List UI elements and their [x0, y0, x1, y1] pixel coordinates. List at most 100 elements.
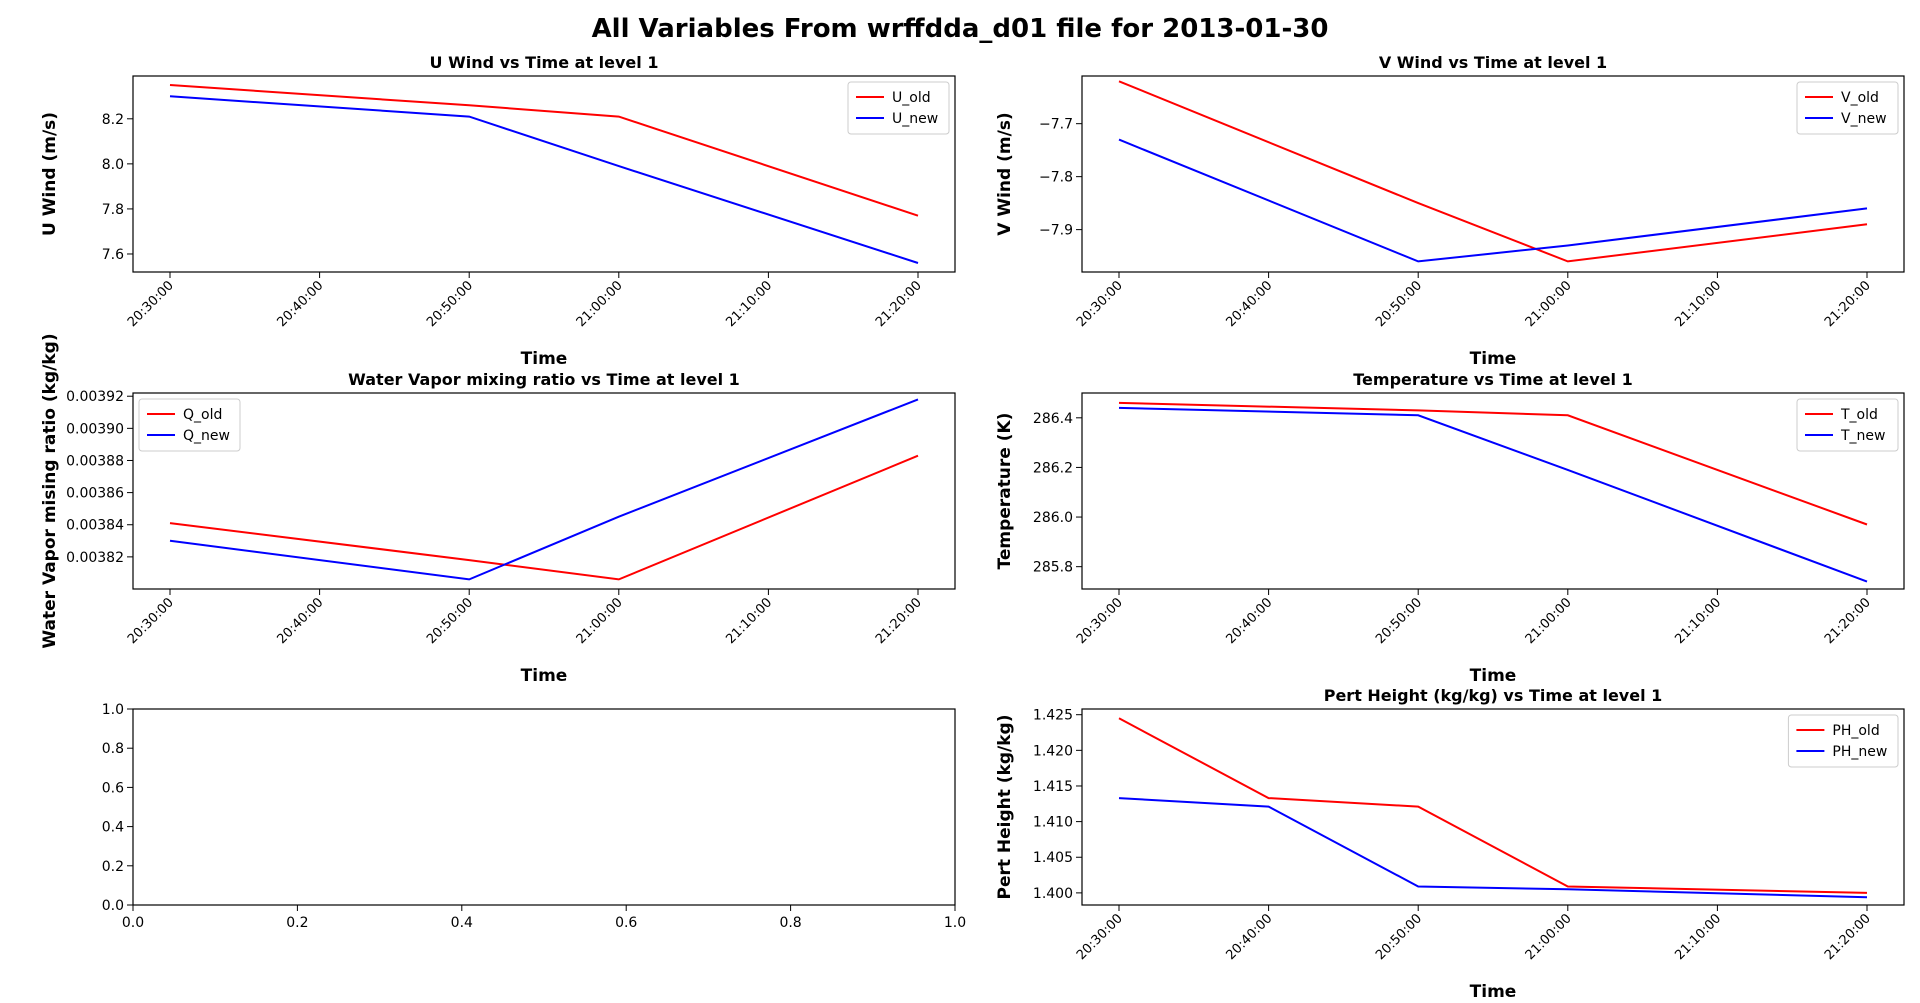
x-tick-label: 0.8: [779, 915, 801, 931]
y-tick-label: 0.0: [102, 898, 124, 914]
x-axis-label: Time: [1470, 349, 1517, 369]
x-tick-label: 21:10:00: [1672, 595, 1724, 647]
x-tick-label: 0.6: [615, 915, 637, 931]
y-tick-label: 0.00386: [66, 486, 124, 502]
y-tick-label: 0.8: [102, 741, 124, 757]
subplot-title: Temperature vs Time at level 1: [1353, 370, 1633, 389]
x-tick-label: 20:40:00: [275, 278, 327, 330]
x-tick-label: 21:20:00: [1822, 278, 1874, 330]
x-axis-label: Time: [1470, 982, 1517, 1002]
x-tick-label: 21:20:00: [873, 595, 925, 647]
x-tick-label: 20:30:00: [125, 595, 177, 647]
legend-label-u-new: U_new: [892, 111, 938, 127]
y-tick-label: 285.8: [1033, 560, 1073, 576]
series-line-v-new: [1118, 138, 1868, 263]
y-tick-label: 286.4: [1033, 411, 1073, 427]
x-tick-label: 20:40:00: [1224, 911, 1276, 963]
x-tick-label: 21:10:00: [723, 278, 775, 330]
subplot-title: Water Vapor mixing ratio vs Time at leve…: [348, 370, 740, 389]
y-tick-label: −7.8: [1039, 170, 1073, 186]
x-tick-label: 21:00:00: [1523, 278, 1575, 330]
legend-box: [1787, 714, 1899, 768]
axes-frame: [132, 392, 956, 590]
x-axis-label: Time: [1470, 666, 1517, 686]
x-axis-label: Time: [521, 349, 568, 369]
x-tick-label: 21:00:00: [574, 595, 626, 647]
x-tick-label: 21:10:00: [723, 595, 775, 647]
subplot-title: U Wind vs Time at level 1: [430, 53, 659, 72]
axes-frame: [1081, 392, 1905, 590]
y-tick-label: 0.00392: [66, 389, 124, 405]
y-axis-label: Water Vapor mising ratio (kg/kg): [40, 333, 60, 648]
x-tick-label: 20:30:00: [1074, 278, 1126, 330]
axes-frame: [132, 75, 956, 273]
series-line-u-new: [169, 95, 919, 264]
y-tick-label: 7.8: [102, 202, 124, 218]
series-line-t-old: [1118, 401, 1868, 526]
series-line-v-old: [1118, 80, 1868, 263]
x-tick-label: 20:50:00: [424, 595, 476, 647]
y-tick-label: 1.0: [102, 702, 124, 718]
y-axis-label: U Wind (m/s): [40, 112, 60, 236]
y-tick-label: 1.405: [1033, 850, 1073, 866]
x-tick-label: 1.0: [944, 915, 966, 931]
legend-label-v-new: V_new: [1841, 111, 1887, 127]
x-tick-label: 20:30:00: [1074, 911, 1126, 963]
x-tick-label: 21:00:00: [574, 278, 626, 330]
x-tick-label: 20:30:00: [1074, 595, 1126, 647]
legend-label-q-new: Q_new: [183, 428, 230, 444]
legend-label-q-old: Q_old: [183, 407, 222, 423]
x-tick-label: 0.4: [451, 915, 473, 931]
x-tick-label: 21:00:00: [1523, 595, 1575, 647]
y-tick-label: 0.2: [102, 859, 124, 875]
y-tick-label: 1.400: [1033, 886, 1073, 902]
x-tick-label: 21:20:00: [1822, 911, 1874, 963]
x-tick-label: 20:50:00: [1373, 278, 1425, 330]
y-tick-label: 286.0: [1033, 510, 1073, 526]
y-tick-label: 1.410: [1033, 815, 1073, 831]
y-axis-label: V Wind (m/s): [995, 112, 1015, 235]
x-tick-label: 20:40:00: [275, 595, 327, 647]
y-tick-label: 8.2: [102, 112, 124, 128]
series-line-t-new: [1118, 406, 1868, 583]
y-tick-label: 1.420: [1033, 743, 1073, 759]
x-tick-label: 20:50:00: [1373, 595, 1425, 647]
x-tick-label: 21:10:00: [1672, 278, 1724, 330]
x-tick-label: 21:00:00: [1523, 911, 1575, 963]
x-axis-label: Time: [521, 666, 568, 686]
series-line-q-new: [169, 398, 919, 581]
x-tick-label: 0.2: [286, 915, 308, 931]
legend-label-u-old: U_old: [892, 90, 931, 106]
y-tick-label: 0.00390: [66, 421, 124, 437]
series-line-ph-new: [1118, 797, 1868, 899]
legend-box: [847, 81, 950, 135]
subplot-title: Pert Height (kg/kg) vs Time at level 1: [1324, 686, 1663, 705]
axes-frame: [1081, 708, 1905, 906]
y-tick-label: 0.4: [102, 820, 124, 836]
legend-label-v-old: V_old: [1841, 90, 1879, 106]
x-tick-label: 20:50:00: [424, 278, 476, 330]
axes-frame: [132, 708, 956, 906]
legend-label-t-old: T_old: [1840, 407, 1878, 423]
x-tick-label: 20:50:00: [1373, 911, 1425, 963]
y-tick-label: 0.6: [102, 780, 124, 796]
legend-label-ph-old: PH_old: [1832, 723, 1879, 739]
x-tick-label: 21:20:00: [1822, 595, 1874, 647]
subplot-title: V Wind vs Time at level 1: [1379, 53, 1607, 72]
legend-label-t-new: T_new: [1840, 428, 1886, 444]
y-tick-label: 0.00384: [66, 518, 124, 534]
y-tick-label: 0.00382: [66, 550, 124, 566]
series-line-ph-old: [1118, 717, 1868, 894]
legend-box: [138, 398, 241, 452]
x-tick-label: 20:40:00: [1224, 278, 1276, 330]
y-axis-label: Temperature (K): [995, 413, 1015, 570]
figure-title: All Variables From wrffdda_d01 file for …: [591, 14, 1329, 44]
axes-frame: [1081, 75, 1905, 273]
series-line-u-old: [169, 84, 919, 217]
legend-label-ph-new: PH_new: [1832, 744, 1887, 760]
y-tick-label: 0.00388: [66, 453, 124, 469]
y-tick-label: 286.2: [1033, 460, 1073, 476]
y-tick-label: 1.425: [1033, 708, 1073, 724]
y-tick-label: 7.6: [102, 247, 124, 263]
